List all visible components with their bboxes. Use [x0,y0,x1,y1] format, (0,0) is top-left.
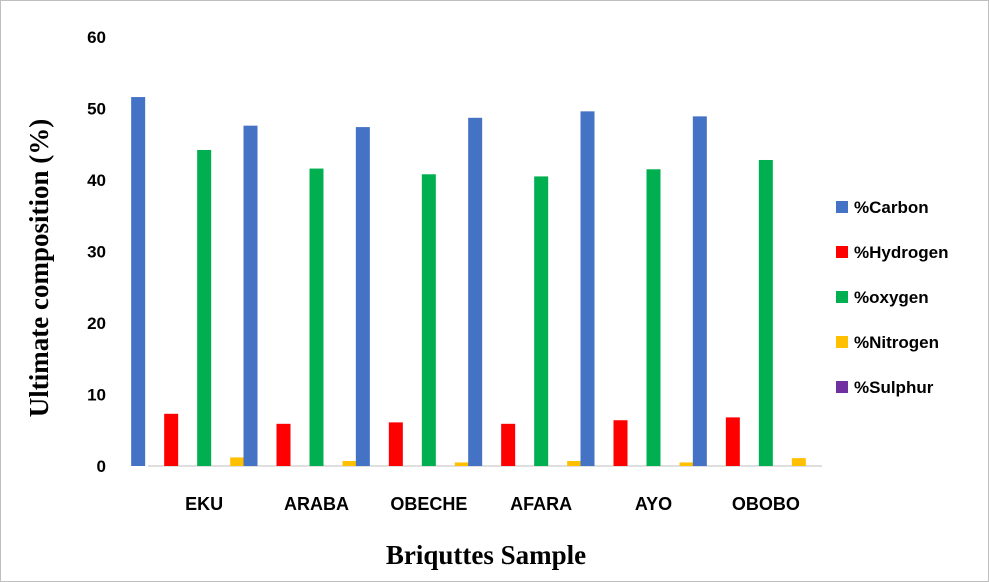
bar-hydrogen-ayo [613,420,628,466]
bar-carbon-obeche [355,127,370,466]
legend-swatch [836,246,848,258]
legend: %Carbon %Hydrogen %oxygen %Nitrogen %Sulphur [836,198,948,397]
bar-nitrogen-araba [342,460,357,466]
x-tick-label: EKU [185,494,223,514]
bar-hydrogen-eku [164,413,179,466]
bar-nitrogen-eku [230,457,245,466]
bar-hydrogen-afara [501,423,516,466]
bar-oxygen-ayo [646,169,661,466]
x-axis-title: Briquttes Sample [386,540,586,570]
y-axis-title: Ultimate composition (%) [24,119,54,417]
y-tick-label: 0 [97,457,106,476]
x-tick-label: ARABA [284,494,349,514]
bar-carbon-eku [131,97,146,466]
legend-label: %Sulphur [854,378,934,397]
bars [131,97,806,467]
bar-hydrogen-araba [276,423,291,466]
legend-label: %Carbon [854,198,929,217]
x-tick-label: AYO [635,494,672,514]
x-tick-label: AFARA [510,494,572,514]
bar-carbon-ayo [580,111,595,467]
bar-nitrogen-afara [567,460,582,466]
bar-hydrogen-obobo [725,417,740,466]
y-tick-label: 10 [87,386,106,405]
y-tick-label: 50 [87,100,106,119]
y-tick-label: 40 [87,171,106,190]
legend-label: %Hydrogen [854,243,948,262]
legend-swatch [836,291,848,303]
y-tick-label: 60 [87,28,106,47]
legend-swatch [836,381,848,393]
bar-oxygen-araba [309,168,324,466]
legend-label: %Nitrogen [854,333,939,352]
y-tick-label: 20 [87,314,106,333]
bar-carbon-obobo [692,116,707,467]
bar-oxygen-obeche [421,174,436,466]
bar-carbon-araba [243,125,258,466]
bar-oxygen-eku [197,149,212,466]
y-axis-ticks: 0 10 20 30 40 50 60 [87,28,106,476]
y-tick-label: 30 [87,243,106,262]
bar-oxygen-obobo [758,159,773,467]
x-tick-label: OBOBO [732,494,800,514]
bar-nitrogen-ayo [679,462,694,466]
legend-swatch [836,336,848,348]
legend-label: %oxygen [854,288,929,307]
bar-nitrogen-obobo [791,458,806,466]
bar-oxygen-afara [534,176,549,467]
bar-nitrogen-obeche [454,462,469,466]
legend-swatch [836,201,848,213]
x-tick-label: OBECHE [390,494,467,514]
bar-carbon-afara [468,117,483,467]
bar-hydrogen-obeche [388,422,403,466]
x-axis-categories: EKU ARABA OBECHE AFARA AYO OBOBO [185,494,800,514]
